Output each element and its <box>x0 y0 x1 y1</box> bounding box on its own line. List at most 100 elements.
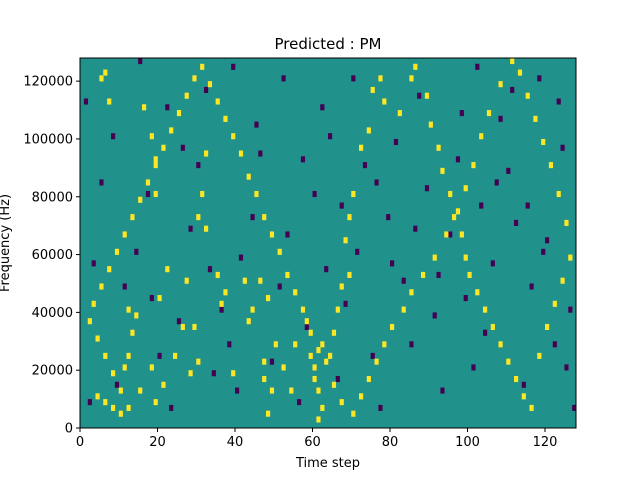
heatmap-cell-negative <box>207 266 213 273</box>
heatmap-cell-negative <box>219 306 224 313</box>
heatmap-cell-positive <box>324 358 329 365</box>
heatmap-cell-positive <box>184 92 189 99</box>
y-axis-label: Frequency (Hz) <box>0 194 13 292</box>
heatmap-cell-positive <box>107 266 112 273</box>
heatmap-cell-positive <box>343 237 348 244</box>
heatmap-cell-positive <box>262 358 267 365</box>
heatmap-cell-negative <box>545 237 550 244</box>
heatmap-cell-negative <box>490 260 495 267</box>
x-axis-label: Time step <box>295 456 360 471</box>
heatmap-cell-negative <box>304 323 309 331</box>
heatmap-cell-positive <box>459 231 464 238</box>
heatmap-cell-positive <box>409 289 414 296</box>
heatmap-cell-positive <box>242 277 247 284</box>
y-tick-label: 0 <box>65 422 73 437</box>
heatmap-cell-positive <box>331 329 337 336</box>
heatmap-cell-positive <box>293 341 298 348</box>
heatmap-cell-positive <box>126 404 131 411</box>
heatmap-cell-negative <box>204 86 209 93</box>
heatmap-cell-positive <box>126 306 131 313</box>
heatmap-cell-positive <box>149 133 154 140</box>
heatmap-cell-negative <box>483 329 488 336</box>
heatmap-cell-negative <box>114 381 120 388</box>
heatmap-cells <box>83 58 577 423</box>
heatmap-cell-positive <box>122 231 127 238</box>
heatmap-cell-positive <box>231 370 236 377</box>
y-tick-label: 120000 <box>23 75 73 90</box>
heatmap-cell-positive <box>99 283 104 290</box>
heatmap-cell-positive <box>99 75 104 82</box>
heatmap-cell-positive <box>506 358 511 365</box>
heatmap-cell-negative <box>91 260 96 267</box>
heatmap-cell-negative <box>145 190 151 198</box>
heatmap-cell-positive <box>432 254 437 261</box>
heatmap-cell-positive <box>103 352 108 359</box>
heatmap-cell-positive <box>130 329 135 336</box>
heatmap-cell-positive <box>541 138 546 146</box>
heatmap-cell-positive <box>359 144 364 151</box>
heatmap-cell-positive <box>223 115 228 122</box>
heatmap-cell-negative <box>560 144 565 151</box>
heatmap-cell-positive <box>122 364 127 371</box>
heatmap-cell-positive <box>312 364 317 371</box>
heatmap-cell-positive <box>490 323 495 331</box>
heatmap-cell-negative <box>176 318 182 325</box>
heatmap-cell-negative <box>231 63 236 70</box>
heatmap-cell-positive <box>153 190 158 198</box>
heatmap-cell-positive <box>196 214 201 221</box>
heatmap-cell-positive <box>359 393 364 400</box>
heatmap-cell-positive <box>153 156 158 163</box>
heatmap-cell-positive <box>463 185 468 192</box>
heatmap-cell-positive <box>258 277 263 284</box>
heatmap-cell-positive <box>95 393 100 400</box>
heatmap-cell-negative <box>471 364 476 371</box>
heatmap-cell-negative <box>506 167 511 174</box>
plot-area <box>80 58 577 428</box>
heatmap-cell-negative <box>343 300 348 307</box>
x-tick-label: 120 <box>533 435 558 450</box>
heatmap-cell-negative <box>328 133 333 140</box>
heatmap-cell-positive <box>308 352 313 359</box>
heatmap-cell-positive <box>111 404 116 411</box>
heatmap-cell-negative <box>285 231 290 238</box>
heatmap-cell-positive <box>545 323 550 331</box>
heatmap-cell-positive <box>246 318 251 325</box>
heatmap-cell-positive <box>95 335 100 342</box>
heatmap-cell-positive <box>347 271 352 278</box>
heatmap-cell-positive <box>347 214 352 221</box>
heatmap-cell-positive <box>521 393 526 400</box>
x-tick-label: 100 <box>455 435 480 450</box>
heatmap-cell-negative <box>297 399 302 406</box>
heatmap-cell-positive <box>475 289 480 296</box>
heatmap-cell-positive <box>231 133 236 140</box>
heatmap-cell-negative <box>409 341 414 348</box>
y-tick-label: 100000 <box>23 132 73 147</box>
heatmap-cell-positive <box>471 162 476 169</box>
heatmap-cell-positive <box>525 92 530 99</box>
heatmap-cell-negative <box>258 150 263 157</box>
heatmap-cell-negative <box>312 190 317 198</box>
heatmap-cell-positive <box>328 352 333 359</box>
heatmap-cell-positive <box>560 277 565 284</box>
heatmap-cell-negative <box>87 399 92 406</box>
heatmap-cell-positive <box>130 214 135 221</box>
heatmap-cell-negative <box>432 312 437 319</box>
heatmap-cell-negative <box>424 185 430 192</box>
heatmap-cell-negative <box>300 156 306 163</box>
heatmap-cell-negative <box>149 295 154 302</box>
heatmap-cell-negative <box>169 404 174 411</box>
heatmap-cell-positive <box>289 387 294 394</box>
heatmap-cell-positive <box>436 144 441 151</box>
heatmap-cell-positive <box>448 190 453 198</box>
heatmap-cell-positive <box>316 387 321 394</box>
heatmap-cell-negative <box>351 75 356 82</box>
heatmap-cell-positive <box>320 404 325 411</box>
y-tick-label: 60000 <box>32 248 73 263</box>
heatmap-cell-negative <box>568 306 573 313</box>
heatmap-cell-positive <box>552 300 557 307</box>
heatmap-cell-negative <box>99 179 104 186</box>
heatmap-cell-positive <box>200 63 205 70</box>
heatmap-cell-negative <box>138 58 143 65</box>
heatmap-cell-positive <box>192 75 197 82</box>
heatmap-cell-positive <box>169 127 174 134</box>
